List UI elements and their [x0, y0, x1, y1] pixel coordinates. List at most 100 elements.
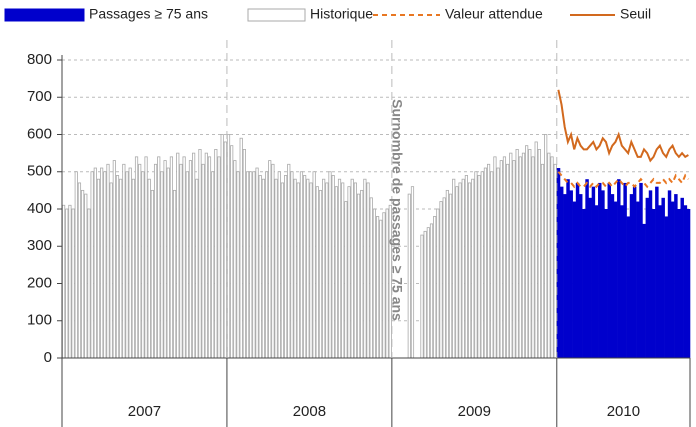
- bar: [601, 190, 605, 358]
- bar: [249, 171, 253, 359]
- x-band-label: 2008: [293, 403, 326, 420]
- legend-label: Seuil: [620, 6, 651, 22]
- bar: [372, 208, 376, 359]
- bar: [620, 205, 624, 358]
- bar: [537, 148, 541, 359]
- bar: [182, 156, 186, 359]
- bar: [483, 167, 488, 359]
- x-band-label: 2007: [128, 403, 161, 420]
- bar: [166, 167, 170, 359]
- bar: [448, 193, 453, 359]
- bar: [632, 186, 637, 358]
- bar: [493, 156, 497, 359]
- bar: [173, 189, 177, 359]
- y-tick-label: 500: [27, 163, 52, 180]
- bar: [252, 171, 256, 359]
- y-tick-label: 0: [44, 349, 52, 366]
- bar: [74, 171, 78, 359]
- bar: [674, 194, 678, 358]
- bar: [211, 171, 215, 359]
- bar: [594, 205, 599, 358]
- y-tick-label: 700: [27, 88, 52, 105]
- bar: [363, 178, 367, 359]
- bar: [506, 163, 510, 359]
- bar: [385, 208, 389, 359]
- bar: [268, 160, 272, 359]
- bar: [540, 163, 545, 359]
- x-band-label: 2009: [458, 403, 491, 420]
- bar: [490, 171, 494, 359]
- bar: [299, 171, 304, 359]
- bar: [157, 156, 161, 359]
- bar: [163, 160, 167, 359]
- bar: [664, 216, 669, 358]
- bar: [366, 182, 370, 359]
- bar: [461, 178, 465, 359]
- y-tick-label: 300: [27, 237, 52, 254]
- bar: [138, 163, 142, 359]
- bar: [214, 148, 218, 359]
- legend-swatch: [247, 8, 306, 22]
- bar: [458, 182, 462, 359]
- bar: [502, 156, 507, 359]
- y-tick-label: 400: [27, 200, 52, 217]
- bar: [290, 171, 294, 359]
- bar: [553, 163, 557, 359]
- bar: [525, 145, 529, 359]
- bar: [207, 156, 212, 359]
- threshold-line: [557, 89, 689, 163]
- bar: [306, 178, 310, 359]
- bar: [255, 167, 259, 359]
- bar: [452, 178, 456, 359]
- bar: [464, 175, 468, 359]
- bar: [274, 178, 278, 359]
- bar: [179, 163, 183, 359]
- bar: [645, 197, 650, 358]
- bar: [578, 194, 583, 358]
- bar: [518, 156, 522, 359]
- bar: [84, 193, 88, 359]
- bar: [315, 186, 319, 359]
- bar: [87, 208, 91, 359]
- bar: [607, 182, 612, 358]
- bar: [566, 179, 570, 358]
- bar: [96, 178, 101, 359]
- bar: [563, 194, 567, 358]
- bar: [496, 167, 500, 359]
- bar: [62, 204, 66, 359]
- bar: [582, 209, 586, 358]
- bar: [106, 163, 110, 359]
- bar: [93, 167, 97, 359]
- bar: [423, 230, 427, 359]
- bar: [667, 190, 672, 358]
- bar: [480, 171, 484, 359]
- bar: [512, 160, 516, 359]
- bar: [521, 152, 526, 359]
- bar: [109, 182, 113, 359]
- bar: [642, 223, 646, 358]
- bar: [598, 182, 602, 358]
- bar: [467, 182, 472, 359]
- bar: [436, 208, 440, 359]
- bar: [280, 182, 285, 359]
- legend-swatch: [4, 8, 85, 22]
- bar: [147, 178, 151, 359]
- bar: [360, 189, 364, 359]
- bar: [445, 189, 449, 359]
- bar: [153, 163, 158, 359]
- bar: [433, 216, 437, 359]
- bar: [312, 171, 316, 359]
- bar: [236, 171, 240, 359]
- bar: [680, 197, 684, 358]
- bar: [471, 178, 475, 359]
- bar: [442, 197, 446, 359]
- bar: [188, 160, 193, 359]
- bar: [150, 189, 154, 359]
- bar: [293, 178, 297, 359]
- bar: [550, 156, 554, 359]
- bar: [534, 141, 538, 359]
- bar: [277, 171, 281, 359]
- bar: [623, 182, 627, 358]
- bar: [233, 160, 237, 359]
- bar: [131, 178, 135, 359]
